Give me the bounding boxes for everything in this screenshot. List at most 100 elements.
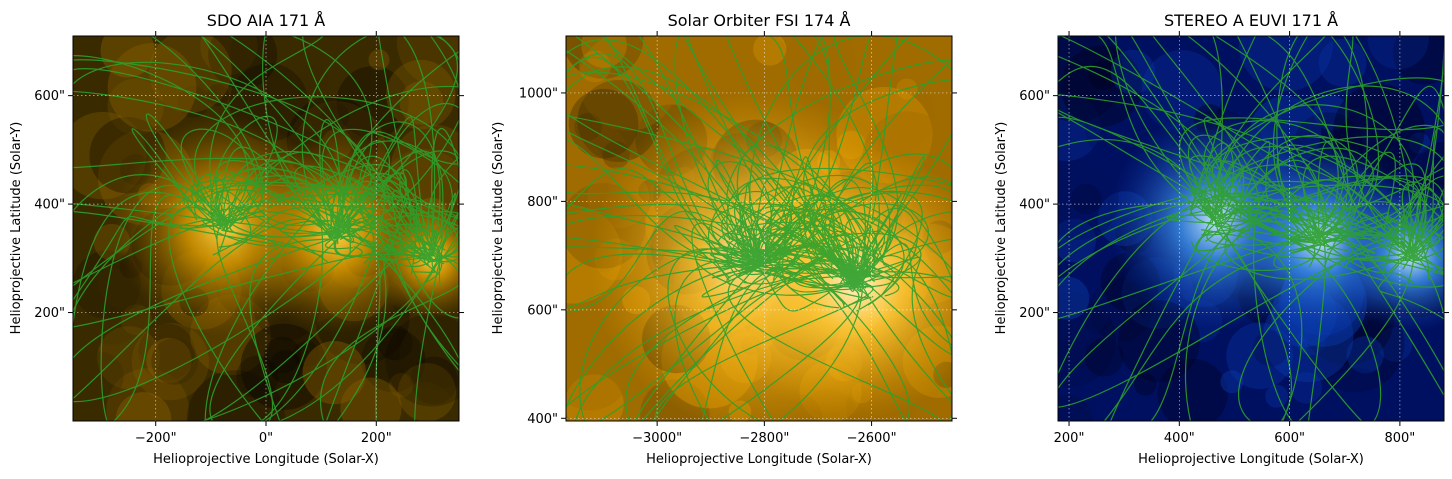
image-texture [399, 81, 444, 125]
field-line [222, 177, 324, 421]
field-line [73, 215, 226, 301]
field-line [431, 128, 459, 253]
field-line [1203, 195, 1444, 274]
image-texture [397, 363, 457, 421]
y-tick-label: 600" [1019, 89, 1050, 104]
field-line [228, 85, 459, 229]
field-line [1058, 192, 1322, 376]
image-texture [118, 349, 143, 373]
field-line [1318, 151, 1396, 235]
field-line [566, 130, 754, 257]
field-line [770, 209, 892, 279]
field-line [1317, 141, 1339, 236]
image-texture [581, 36, 627, 68]
field-line [1190, 136, 1444, 227]
field-line [638, 36, 755, 264]
image-texture [410, 356, 458, 405]
field-line [1407, 212, 1444, 255]
field-line [191, 181, 443, 255]
field-line [335, 235, 363, 258]
panel-solar-orbiter-fsi: Solar Orbiter FSI 174 Å Helioprojective … [491, 11, 957, 467]
image-texture [1058, 291, 1117, 388]
field-line [854, 211, 952, 279]
field-line [860, 254, 952, 421]
field-line [566, 246, 758, 258]
field-line [566, 203, 758, 261]
x-axis-label: Helioprojective Longitude (Solar-X) [153, 452, 379, 467]
image-texture [566, 77, 588, 117]
image-texture [1265, 384, 1289, 408]
field-line [73, 247, 434, 328]
field-line [762, 156, 855, 272]
field-line [566, 53, 764, 262]
field-line [1214, 36, 1349, 245]
field-line [1215, 164, 1353, 237]
field-line [1229, 177, 1422, 253]
field-line [1198, 201, 1376, 254]
field-line [222, 150, 421, 237]
image-texture [100, 36, 155, 78]
x-tick-label: 400" [1164, 431, 1195, 446]
y-tick-label: 1000" [519, 86, 558, 101]
field-line [1166, 214, 1213, 224]
field-line [740, 244, 850, 293]
field-line [1058, 109, 1412, 251]
image-texture [268, 349, 303, 384]
x-tick-label: 600" [1274, 431, 1305, 446]
image-texture [131, 322, 209, 401]
x-tick-label: −2800" [739, 431, 789, 446]
image-texture [1318, 38, 1367, 87]
field-line [1215, 193, 1344, 242]
field-line [249, 238, 333, 421]
field-line [227, 159, 459, 263]
image-texture [1377, 327, 1413, 362]
field-line [183, 179, 339, 237]
field-line [145, 113, 229, 230]
image-texture [887, 36, 952, 94]
field-line [1218, 141, 1316, 241]
field-line [73, 191, 225, 326]
field-line [1407, 57, 1444, 254]
image-texture [151, 337, 199, 385]
field-line [191, 184, 252, 248]
field-line [1343, 199, 1420, 255]
image-texture [399, 318, 459, 390]
y-tick-label: 400" [1019, 198, 1050, 213]
field-line [150, 36, 264, 221]
field-line [73, 238, 332, 360]
field-line [1385, 215, 1425, 262]
image-texture [566, 36, 622, 122]
field-line [1203, 116, 1323, 246]
panel-stereo-euvi: STEREO A EUVI 171 Å Helioprojective Long… [994, 11, 1449, 467]
field-line [715, 159, 787, 262]
field-line [833, 36, 899, 282]
field-line [308, 202, 403, 238]
field-line [427, 227, 459, 286]
field-line [1217, 175, 1426, 270]
field-line [852, 256, 952, 396]
field-line [335, 140, 390, 238]
field-line [1186, 36, 1327, 241]
field-line [1320, 211, 1433, 246]
field-line [1224, 246, 1413, 280]
panel-title: Solar Orbiter FSI 174 Å [668, 11, 851, 30]
field-line [1178, 117, 1444, 225]
image-layer [566, 36, 952, 421]
field-line [225, 182, 330, 226]
field-line [850, 207, 918, 312]
field-lines [73, 36, 459, 421]
field-line [1191, 179, 1223, 223]
field-line [1220, 145, 1410, 251]
field-line [847, 263, 952, 404]
field-line [1058, 139, 1216, 215]
image-texture [368, 49, 390, 71]
field-line [1058, 184, 1444, 288]
image-texture [1408, 132, 1430, 154]
field-line [1215, 211, 1444, 270]
field-line [1316, 235, 1414, 284]
x-axis-label: Helioprojective Longitude (Solar-X) [1138, 452, 1364, 467]
field-line [427, 156, 459, 253]
field-line [324, 210, 459, 263]
image-texture [107, 78, 164, 135]
